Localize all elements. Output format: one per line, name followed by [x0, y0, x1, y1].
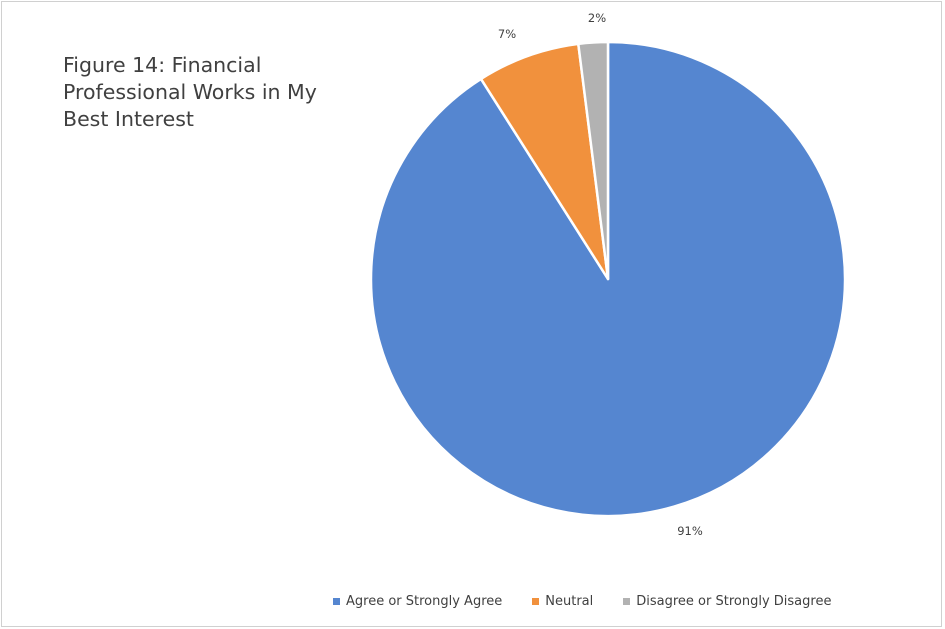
legend-swatch-agree — [333, 598, 340, 605]
data-label-agree: 91% — [677, 524, 703, 538]
legend-item-agree: Agree or Strongly Agree — [333, 594, 502, 609]
chart-legend: Agree or Strongly Agree Neutral Disagree… — [333, 594, 831, 609]
data-label-disagree: 2% — [588, 11, 606, 25]
legend-swatch-disagree — [623, 598, 630, 605]
legend-label-agree: Agree or Strongly Agree — [346, 594, 502, 609]
legend-item-neutral: Neutral — [532, 594, 593, 609]
legend-swatch-neutral — [532, 598, 539, 605]
legend-label-disagree: Disagree or Strongly Disagree — [636, 594, 831, 609]
data-label-neutral: 7% — [498, 27, 516, 41]
legend-item-disagree: Disagree or Strongly Disagree — [623, 594, 831, 609]
legend-label-neutral: Neutral — [545, 594, 593, 609]
